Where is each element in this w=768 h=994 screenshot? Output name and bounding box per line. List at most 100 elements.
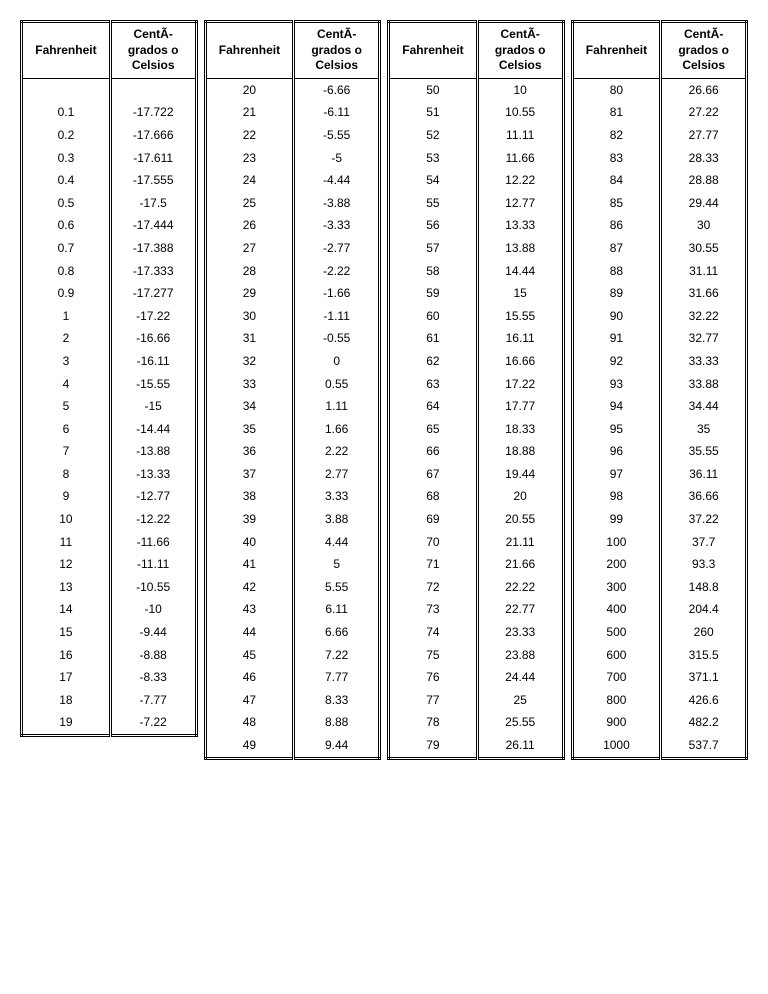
celsius-cell: -17.5 xyxy=(110,192,196,215)
fahrenheit-cell: 0.9 xyxy=(22,282,111,305)
fahrenheit-cell: 59 xyxy=(389,282,478,305)
celsius-cell: 8.88 xyxy=(294,711,380,734)
fahrenheit-cell: 1000 xyxy=(572,734,661,758)
table-row: 6417.77 xyxy=(389,395,564,418)
table-row: 467.77 xyxy=(205,666,380,689)
celsius-cell: -10 xyxy=(110,598,196,621)
celsius-cell: -17.444 xyxy=(110,214,196,237)
celsius-cell: -17.277 xyxy=(110,282,196,305)
celsius-cell: -3.88 xyxy=(294,192,380,215)
celsius-cell: 371.1 xyxy=(661,666,747,689)
fahrenheit-cell: 27 xyxy=(205,237,294,260)
celsius-cell: 33.33 xyxy=(661,350,747,373)
celsius-cell: 10 xyxy=(477,78,563,101)
table-row: 9736.11 xyxy=(572,463,747,486)
table-row: 12-11.11 xyxy=(22,553,197,576)
table-row: 436.11 xyxy=(205,598,380,621)
celsius-cell: 5 xyxy=(294,553,380,576)
celsius-cell: 28.33 xyxy=(661,147,747,170)
celsius-cell: 19.44 xyxy=(477,463,563,486)
conversion-table: FahrenheitCentÃ-grados oCelsios8026.6681… xyxy=(571,20,749,760)
table-row: 330.55 xyxy=(205,373,380,396)
celsius-cell: 30.55 xyxy=(661,237,747,260)
table-row: 8831.11 xyxy=(572,260,747,283)
celsius-cell: 18.88 xyxy=(477,440,563,463)
fahrenheit-cell: 54 xyxy=(389,169,478,192)
fahrenheit-cell: 93 xyxy=(572,373,661,396)
celsius-cell: -13.33 xyxy=(110,463,196,486)
fahrenheit-cell: 45 xyxy=(205,644,294,667)
celsius-cell: -1.11 xyxy=(294,305,380,328)
table-row: 21-6.11 xyxy=(205,101,380,124)
table-row: 27-2.77 xyxy=(205,237,380,260)
table-row: 6015.55 xyxy=(389,305,564,328)
fahrenheit-cell: 55 xyxy=(389,192,478,215)
table-row: 26-3.33 xyxy=(205,214,380,237)
fahrenheit-cell: 22 xyxy=(205,124,294,147)
table-row: 29-1.66 xyxy=(205,282,380,305)
celsius-cell: -7.77 xyxy=(110,689,196,712)
fahrenheit-cell: 86 xyxy=(572,214,661,237)
celsius-cell: 20.55 xyxy=(477,508,563,531)
celsius-cell: 204.4 xyxy=(661,598,747,621)
table-row: 8127.22 xyxy=(572,101,747,124)
celsius-cell: 15 xyxy=(477,282,563,305)
table-row: 300148.8 xyxy=(572,576,747,599)
header-celsius: CentÃ-grados oCelsios xyxy=(294,22,380,79)
fahrenheit-cell: 0.8 xyxy=(22,260,111,283)
celsius-cell: 20 xyxy=(477,485,563,508)
fahrenheit-cell: 57 xyxy=(389,237,478,260)
fahrenheit-cell: 100 xyxy=(572,531,661,554)
table-row: 383.33 xyxy=(205,485,380,508)
fahrenheit-cell: 62 xyxy=(389,350,478,373)
celsius-cell: 24.44 xyxy=(477,666,563,689)
table-row: 14-10 xyxy=(22,598,197,621)
fahrenheit-cell: 53 xyxy=(389,147,478,170)
header-celsius: CentÃ-grados oCelsios xyxy=(110,22,196,79)
fahrenheit-cell: 25 xyxy=(205,192,294,215)
celsius-cell: 11.11 xyxy=(477,124,563,147)
table-cell xyxy=(110,78,196,101)
fahrenheit-cell: 24 xyxy=(205,169,294,192)
fahrenheit-cell: 83 xyxy=(572,147,661,170)
celsius-cell: 10.55 xyxy=(477,101,563,124)
celsius-cell: -13.88 xyxy=(110,440,196,463)
table-row: 499.44 xyxy=(205,734,380,758)
fahrenheit-cell: 97 xyxy=(572,463,661,486)
fahrenheit-cell: 37 xyxy=(205,463,294,486)
table-row: 9333.88 xyxy=(572,373,747,396)
fahrenheit-cell: 39 xyxy=(205,508,294,531)
fahrenheit-cell: 0.4 xyxy=(22,169,111,192)
fahrenheit-cell: 98 xyxy=(572,485,661,508)
table-row: 9132.77 xyxy=(572,327,747,350)
fahrenheit-cell: 84 xyxy=(572,169,661,192)
table-row: 3-16.11 xyxy=(22,350,197,373)
fahrenheit-cell: 51 xyxy=(389,101,478,124)
table-row: 7523.88 xyxy=(389,644,564,667)
celsius-cell: 31.66 xyxy=(661,282,747,305)
fahrenheit-cell: 42 xyxy=(205,576,294,599)
table-row: 0.3-17.611 xyxy=(22,147,197,170)
fahrenheit-cell: 700 xyxy=(572,666,661,689)
celsius-cell: -14.44 xyxy=(110,418,196,441)
celsius-cell: 2.77 xyxy=(294,463,380,486)
fahrenheit-cell: 95 xyxy=(572,418,661,441)
fahrenheit-cell: 96 xyxy=(572,440,661,463)
fahrenheit-cell: 88 xyxy=(572,260,661,283)
table-row: 446.66 xyxy=(205,621,380,644)
table-row: 400204.4 xyxy=(572,598,747,621)
fahrenheit-cell: 50 xyxy=(389,78,478,101)
fahrenheit-cell: 4 xyxy=(22,373,111,396)
fahrenheit-cell: 8 xyxy=(22,463,111,486)
fahrenheit-cell: 13 xyxy=(22,576,111,599)
fahrenheit-cell: 17 xyxy=(22,666,111,689)
table-row: 19-7.22 xyxy=(22,711,197,735)
table-row: 393.88 xyxy=(205,508,380,531)
fahrenheit-cell: 19 xyxy=(22,711,111,735)
table-row: 5613.33 xyxy=(389,214,564,237)
celsius-cell: 14.44 xyxy=(477,260,563,283)
header-fahrenheit: Fahrenheit xyxy=(572,22,661,79)
fahrenheit-cell: 49 xyxy=(205,734,294,758)
celsius-cell: -17.555 xyxy=(110,169,196,192)
celsius-cell: -17.388 xyxy=(110,237,196,260)
